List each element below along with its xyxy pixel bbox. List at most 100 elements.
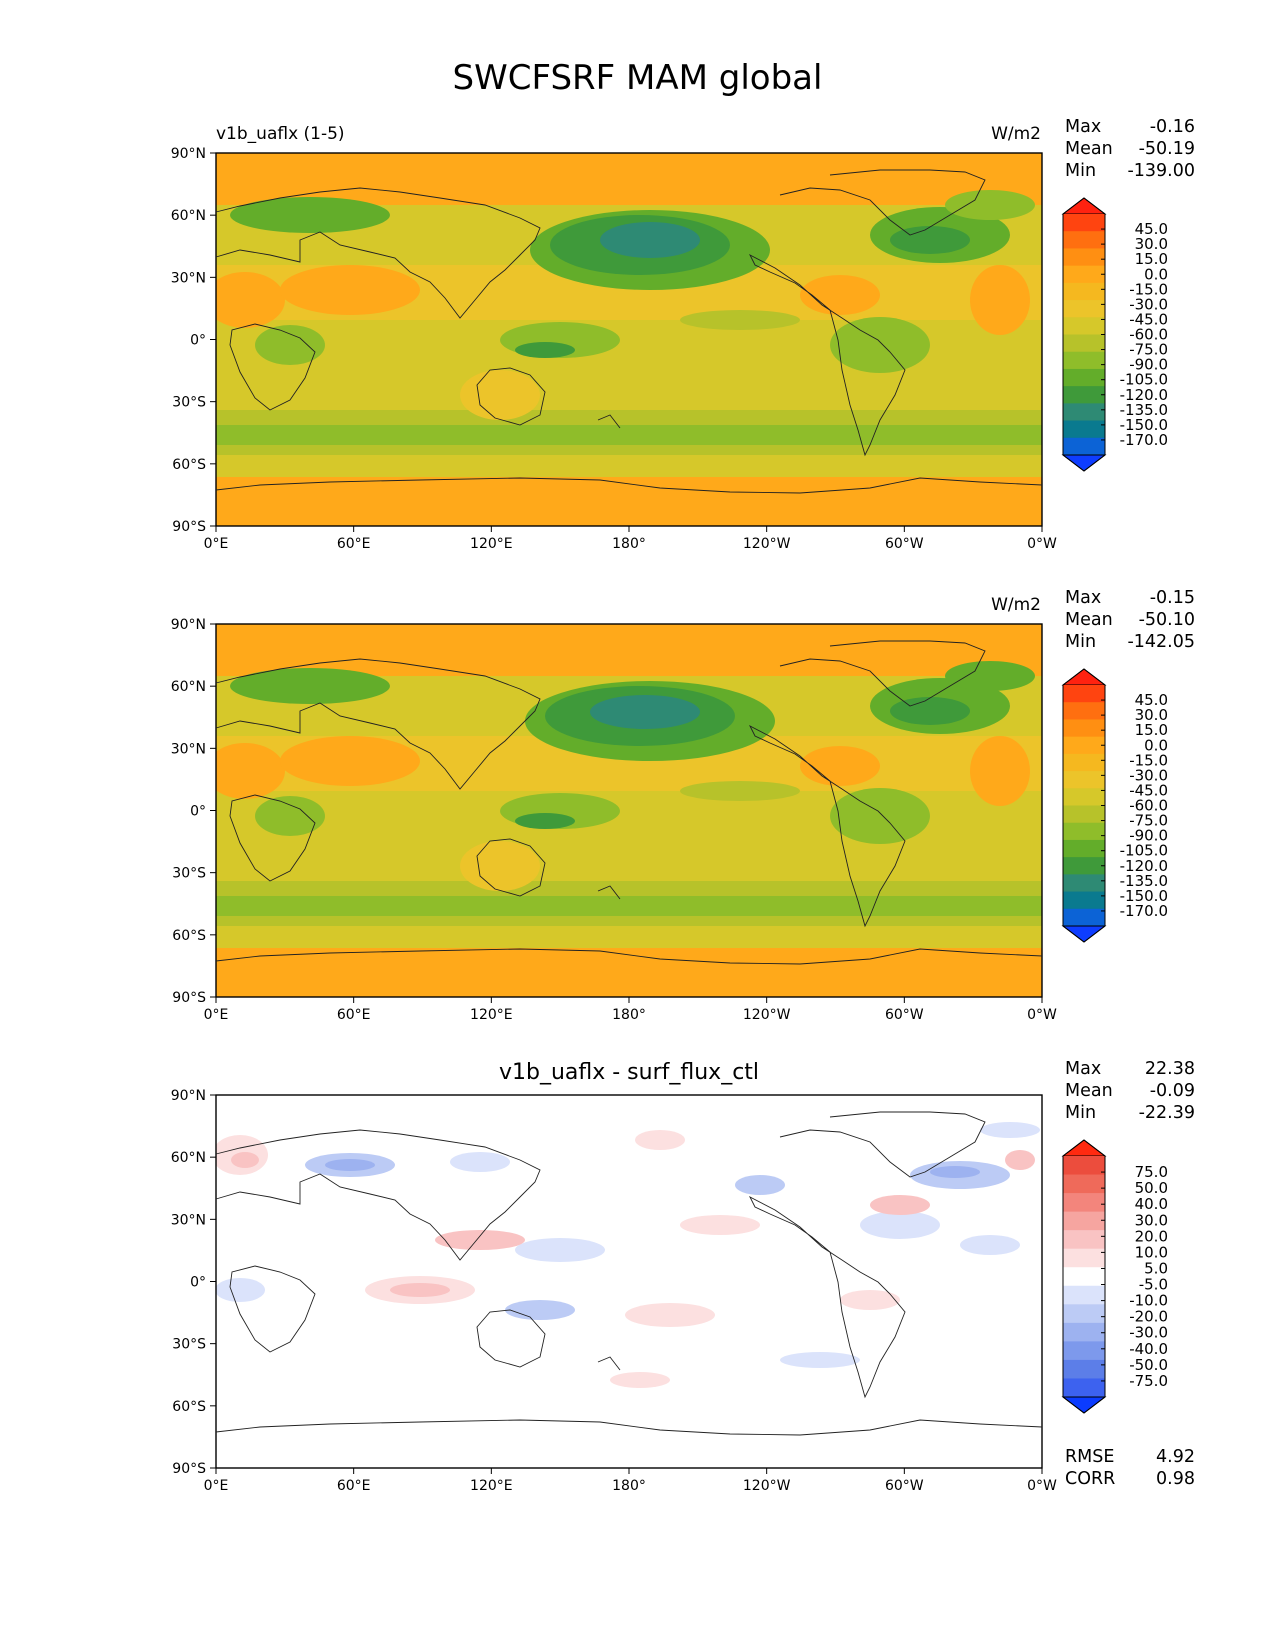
map-plot: 0°E 60°E 120°E 180° 120°W 60°W 0°W 90°N 60°N 30°… <box>171 617 1168 1023</box>
colorbar-segment <box>1063 282 1105 301</box>
x-tick-label: 60°E <box>337 1007 371 1023</box>
panel-test: v1b_uaflx (1-5) W/m2 Max -0.16 Mean -50.19… <box>0 0 1275 552</box>
colorbar-label: -60.0 <box>1129 797 1168 815</box>
x-tick-label: 0°E <box>204 536 229 552</box>
colorbar-label: -90.0 <box>1129 356 1168 374</box>
x-tick-label: 120°W <box>743 1478 791 1494</box>
colorbar-segment <box>1063 1156 1105 1176</box>
colorbar-segment <box>1063 822 1105 841</box>
colorbar-label: 0.0 <box>1144 736 1168 754</box>
colorbar-outline <box>1062 1139 1106 1414</box>
y-tick-label: 90°N <box>171 1088 206 1104</box>
colorbar-segment <box>1063 788 1105 806</box>
colorbar-label: -170.0 <box>1120 902 1168 920</box>
colorbar-label: -45.0 <box>1129 310 1168 328</box>
colorbar-label: -170.0 <box>1120 431 1168 449</box>
colorbar-segment <box>1063 736 1105 755</box>
colorbar-segment <box>1063 839 1105 858</box>
x-tick-label: 120°E <box>470 536 513 552</box>
colorbar-segment <box>1063 403 1105 422</box>
y-tick-label: 30°S <box>172 395 206 411</box>
colorbar-label: -120.0 <box>1120 857 1168 875</box>
y-tick-label: 30°N <box>171 270 206 286</box>
colorbar-segment <box>1063 1174 1105 1194</box>
colorbar-segment <box>1063 1211 1105 1231</box>
panel-title-left: v1b_uaflx (1-5) <box>216 124 345 144</box>
colorbar-extend-min <box>1061 1396 1107 1414</box>
stat-min: Min -139.00 <box>1065 161 1195 181</box>
colorbar-segment <box>1063 1285 1105 1305</box>
colorbar-segment <box>1063 437 1105 456</box>
colorbar-segment <box>1063 805 1105 824</box>
y-tick-label: 0° <box>190 333 206 349</box>
x-tick-label: 180° <box>612 536 646 552</box>
units-label: W/m2 <box>991 124 1041 144</box>
colorbar-extend-max <box>1061 1139 1107 1157</box>
y-tick-label: 30°S <box>172 866 206 882</box>
x-tick-label: 60°E <box>337 536 371 552</box>
colorbar-segment <box>1063 248 1105 267</box>
x-tick-label: 60°W <box>885 1007 924 1023</box>
colorbar-segment <box>1063 908 1105 927</box>
colorbar-label: -105.0 <box>1120 371 1168 389</box>
map-plot: 0°E 60°E 120°E 180° 120°W 60°W 0°W 90°N 60°N 30°… <box>171 146 1168 552</box>
colorbar-segment <box>1063 1267 1105 1287</box>
colorbar-outline <box>1062 668 1106 943</box>
x-tick-label: 0°E <box>204 1007 229 1023</box>
colorbar-segment <box>1063 857 1105 875</box>
stat-min: Min -22.39 <box>1065 1103 1195 1123</box>
colorbar-segment <box>1063 891 1105 910</box>
colorbar-label: 0.0 <box>1144 265 1168 283</box>
colorbar-segment <box>1063 1378 1105 1398</box>
colorbar-label: 75.0 <box>1135 1163 1168 1181</box>
colorbar-label: -120.0 <box>1120 386 1168 404</box>
x-tick-label: 0°W <box>1027 536 1057 552</box>
colorbar-segment <box>1063 753 1105 772</box>
y-tick-label: 0° <box>190 804 206 820</box>
colorbar-label: 30.0 <box>1135 706 1168 724</box>
panel-difference: v1b_uaflx - surf_flux_ctl Max 22.38 Mean -… <box>0 0 1275 1494</box>
y-tick-label: 90°S <box>172 990 206 1006</box>
colorbar-segment <box>1063 300 1105 318</box>
x-tick-label: 60°W <box>885 1478 924 1494</box>
x-tick-label: 120°W <box>743 536 791 552</box>
stat-mean: Mean -50.19 <box>1065 139 1195 159</box>
stat-min: Min -142.05 <box>1065 632 1195 652</box>
x-tick-label: 0°W <box>1027 1478 1057 1494</box>
y-tick-label: 60°N <box>171 208 206 224</box>
colorbar-label: 45.0 <box>1135 691 1168 709</box>
colorbar-label: -10.0 <box>1129 1292 1168 1310</box>
colorbar-segment <box>1063 874 1105 893</box>
colorbar-label: -50.0 <box>1129 1356 1168 1374</box>
colorbar-label: -30.0 <box>1129 295 1168 313</box>
colorbar-segment <box>1063 1359 1105 1379</box>
colorbar-label: -45.0 <box>1129 781 1168 799</box>
colorbar-segment <box>1063 386 1105 404</box>
colorbar-segment <box>1063 265 1105 284</box>
y-tick-label: 60°N <box>171 679 206 695</box>
colorbar-label: -40.0 <box>1129 1340 1168 1358</box>
colorbar-label: -135.0 <box>1120 401 1168 419</box>
colorbar-label: -15.0 <box>1129 751 1168 769</box>
colorbar-label: -20.0 <box>1129 1308 1168 1326</box>
colorbar-label: -30.0 <box>1129 766 1168 784</box>
colorbar-segment <box>1063 1248 1105 1268</box>
colorbar-label: -105.0 <box>1120 842 1168 860</box>
colorbar-label: -75.0 <box>1129 1372 1168 1390</box>
colorbar-segment <box>1063 1193 1105 1213</box>
units-label: W/m2 <box>991 595 1041 615</box>
colorbar-label: -60.0 <box>1129 326 1168 344</box>
stat-max: Max 22.38 <box>1065 1059 1195 1079</box>
colorbar-segment <box>1063 1322 1105 1342</box>
colorbar-label: 5.0 <box>1144 1259 1168 1277</box>
colorbar-segment <box>1063 231 1105 249</box>
y-tick-label: 90°N <box>171 146 206 162</box>
colorbar-label: 40.0 <box>1135 1195 1168 1213</box>
colorbar-label: -150.0 <box>1120 887 1168 905</box>
x-tick-label: 180° <box>612 1007 646 1023</box>
x-tick-label: 120°E <box>470 1478 513 1494</box>
colorbar-outline <box>1062 197 1106 472</box>
colorbar-segment <box>1063 214 1105 232</box>
y-tick-label: 60°N <box>171 1150 206 1166</box>
figure-title: SWCFSRF MAM global <box>452 58 823 98</box>
